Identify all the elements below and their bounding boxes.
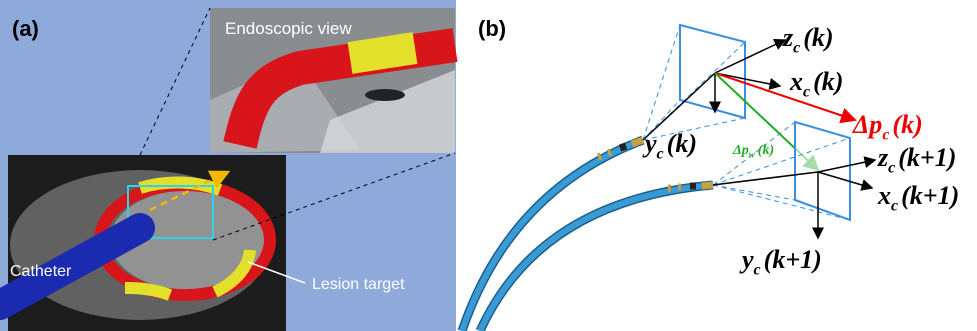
vector-label: yc(k) [642, 129, 697, 163]
vector-label-symbol: x [877, 181, 891, 210]
catheters [462, 140, 713, 331]
vector-label-argument: (k+1) [764, 245, 822, 274]
vector-label-argument: (k+1) [901, 181, 959, 210]
vector-label-subscript: w [749, 150, 756, 160]
vector-label-symbol: Δp [732, 143, 749, 158]
vector-label-subscript: c [754, 262, 761, 279]
vector-label-argument: (k) [758, 143, 774, 158]
inset-title: Endoscopic view [225, 19, 352, 38]
vector-label: zc(k+1) [877, 143, 956, 177]
panel-label: (a) [12, 16, 39, 41]
vector-label-argument: (k) [892, 110, 922, 139]
vector-label-argument: (k+1) [898, 143, 956, 172]
vector-label-argument: (k) [667, 129, 697, 158]
vector-label: zc(k) [782, 23, 834, 57]
vector-label: xc(k+1) [877, 181, 959, 215]
vector-label-argument: (k) [813, 67, 843, 96]
vector-label-subscript: c [891, 198, 898, 215]
vector-label-argument: (k) [803, 23, 833, 52]
vector-label-subscript: c [882, 127, 889, 144]
vector-label-symbol: y [642, 129, 657, 158]
vector-label-subscript: c [888, 160, 895, 177]
lesion-label: Lesion target [312, 276, 405, 293]
catheter-label: Catheter [10, 263, 72, 280]
vector-label-subscript: c [657, 146, 664, 163]
panel-label: (b) [478, 16, 506, 41]
panel-a: (a) Endoscopic view Catheter Lesion targ… [0, 0, 456, 331]
panel-b: (b) [462, 16, 959, 331]
vector-label: Δpc(k) [852, 110, 923, 144]
vector-label-symbol: y [739, 245, 754, 274]
vector-label: xc(k) [789, 67, 843, 101]
vector-label-symbol: Δp [852, 110, 882, 139]
vector-label: Δpw(k) [732, 143, 774, 160]
vector-label-subscript: c [793, 40, 800, 57]
figure: (a) Endoscopic view Catheter Lesion targ… [0, 0, 977, 331]
vector-label-symbol: x [789, 67, 803, 96]
vector-label: yc(k+1) [739, 245, 822, 279]
camera-frame [713, 122, 875, 238]
vector-label-subscript: c [803, 84, 810, 101]
heart-model-image [0, 155, 286, 331]
